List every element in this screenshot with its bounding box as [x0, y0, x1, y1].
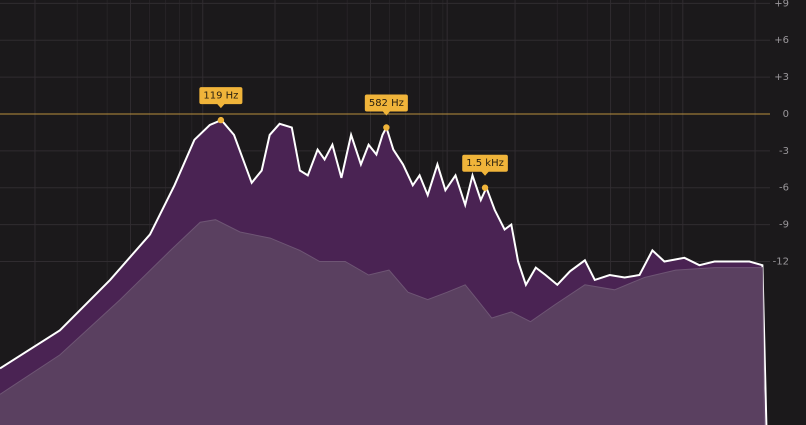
average-area	[0, 219, 765, 425]
marker-label: 119 Hz	[203, 91, 238, 102]
marker-pointer	[481, 171, 490, 176]
peak-marker: 582 Hz	[364, 94, 408, 131]
marker-dot	[481, 184, 489, 191]
marker-label: 582 Hz	[369, 98, 404, 109]
marker-tag	[199, 87, 243, 105]
db-tick-label: -3	[779, 146, 789, 157]
average-line	[0, 219, 765, 425]
marker-pointer	[382, 110, 391, 116]
db-tick-label: -6	[779, 183, 789, 194]
peak-marker: 1.5 kHz	[462, 154, 508, 191]
db-tick-label: +6	[774, 35, 789, 46]
marker-tag	[364, 94, 408, 112]
db-tick-label: -12	[773, 256, 789, 267]
marker-pointer	[216, 103, 225, 109]
peak-line	[0, 118, 768, 425]
db-tick-label: -9	[779, 220, 789, 231]
marker-label: 1.5 kHz	[466, 158, 504, 169]
peak-marker: 119 Hz	[199, 87, 243, 124]
db-tick-label: +3	[774, 72, 789, 83]
marker-tag	[462, 154, 508, 172]
marker-dot	[383, 124, 390, 131]
marker-dot	[217, 116, 225, 124]
db-tick-label: 0	[783, 109, 789, 120]
db-tick-label: +9	[774, 0, 789, 9]
